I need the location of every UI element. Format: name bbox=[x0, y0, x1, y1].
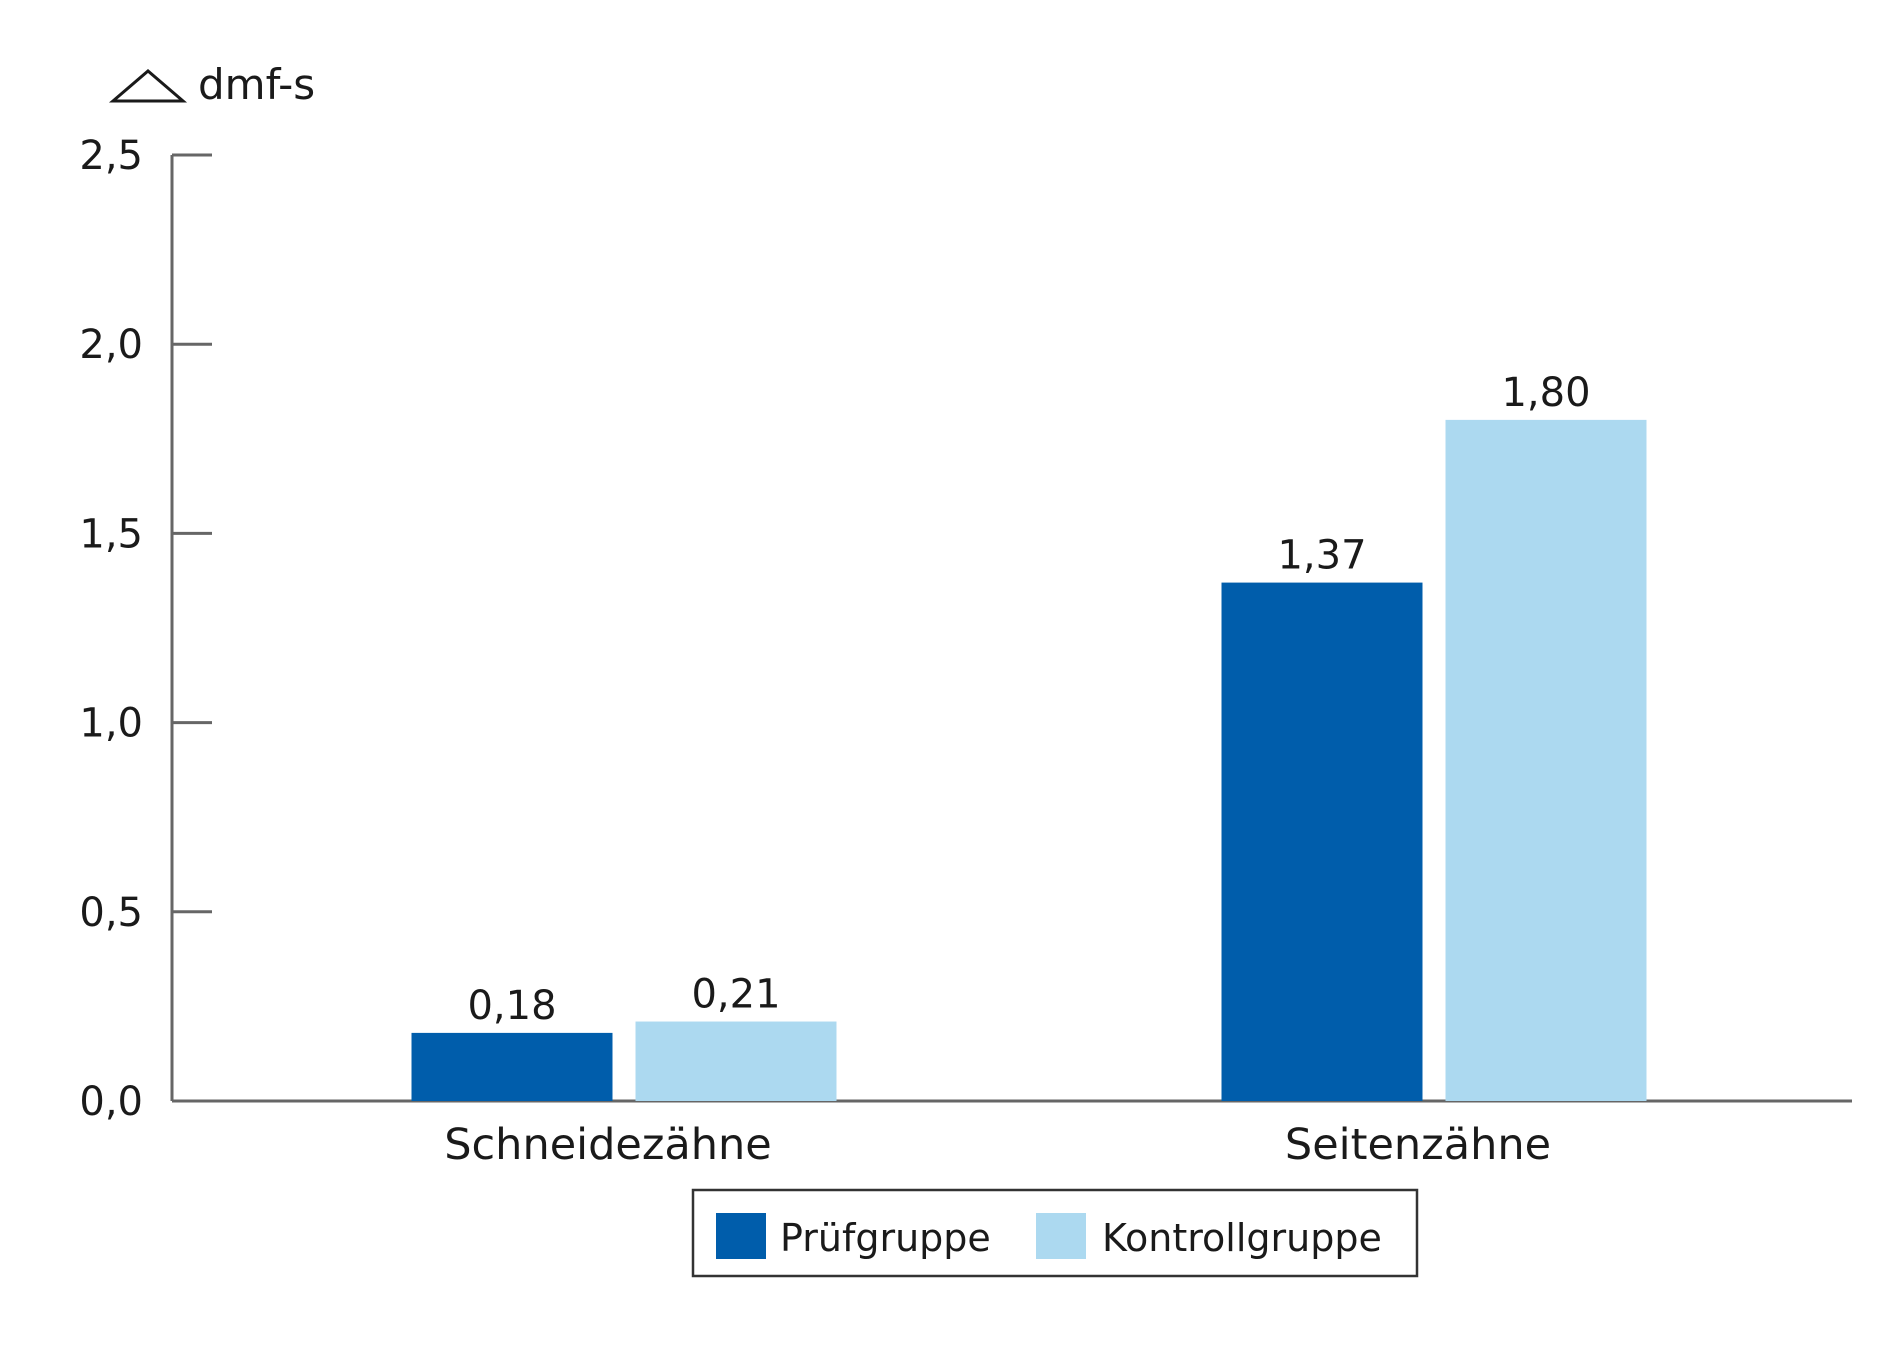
legend: Prüfgruppe Kontrollgruppe bbox=[691, 1188, 1419, 1278]
category-labels: Schneidezähne Seitenzähne bbox=[444, 1120, 1551, 1170]
value-labels: 0,18 0,21 1,37 1,80 bbox=[467, 370, 1590, 1029]
y-axis-label-group: dmf-s bbox=[108, 60, 315, 109]
y-tick-label: 0,0 bbox=[79, 1079, 143, 1125]
bars bbox=[411, 419, 1647, 1101]
value-label: 1,80 bbox=[1501, 370, 1590, 416]
value-label: 0,18 bbox=[467, 983, 556, 1029]
legend-swatch bbox=[1036, 1213, 1086, 1259]
y-tick-label: 2,5 bbox=[79, 133, 143, 179]
value-label: 1,37 bbox=[1277, 533, 1366, 579]
category-label: Seitenzähne bbox=[1285, 1120, 1551, 1170]
y-axis-label: dmf-s bbox=[198, 60, 315, 109]
bar-pruefgruppe bbox=[411, 1032, 613, 1101]
legend-swatch bbox=[716, 1213, 766, 1259]
y-tick-label: 0,5 bbox=[79, 890, 143, 936]
legend-label: Prüfgruppe bbox=[780, 1216, 991, 1260]
legend-label: Kontrollgruppe bbox=[1102, 1216, 1382, 1260]
y-tick-label: 2,0 bbox=[79, 322, 143, 368]
value-label: 0,21 bbox=[691, 972, 780, 1018]
y-tick-label: 1,0 bbox=[79, 701, 143, 747]
bar-kontrollgruppe bbox=[635, 1021, 837, 1101]
bar-kontrollgruppe bbox=[1445, 419, 1647, 1101]
y-tick-label: 1,5 bbox=[79, 511, 143, 557]
bar-pruefgruppe bbox=[1221, 582, 1423, 1101]
triangle-delta-icon bbox=[108, 69, 188, 103]
y-ticks: 0,0 0,5 1,0 1,5 2,0 2,5 bbox=[79, 133, 212, 1125]
category-label: Schneidezähne bbox=[444, 1120, 771, 1170]
